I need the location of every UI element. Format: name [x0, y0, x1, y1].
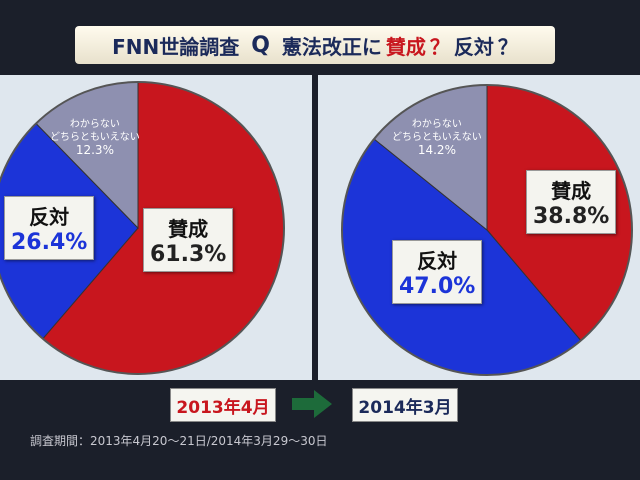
question: ？ [429, 34, 450, 59]
category-label: 反対 [417, 249, 458, 273]
slice-label: 賛成 61.3% [143, 208, 234, 272]
value-label: 47.0% [399, 274, 476, 299]
footer: 調査期間：2013年4月20～21日/2014年3月29～30日 [30, 434, 328, 448]
slice-label: わからない どちらともいえない 12.3% [50, 118, 140, 157]
question: ？ [497, 34, 518, 59]
slice-label: わからない どちらともいえない 14.2% [392, 118, 482, 157]
pie-rim [341, 84, 633, 376]
value-label: 14.2% [417, 143, 456, 157]
chart-title: 2014年3月 [352, 388, 458, 422]
value-label: 12.3% [75, 143, 114, 157]
arrow [292, 390, 332, 418]
category-label: 賛成 [168, 217, 209, 241]
chart-title: 2013年4月 [170, 388, 276, 422]
value-label: 26.4% [11, 230, 88, 255]
category-label: 反対 [29, 205, 70, 229]
q: Q [251, 32, 270, 58]
source: FNN世論調査 [112, 34, 240, 59]
pie-rim [0, 81, 285, 375]
value-label: 61.3% [150, 242, 227, 267]
question: 賛成 [385, 34, 426, 59]
slice-label: 反対 26.4% [4, 196, 95, 260]
category-label: 賛成 [551, 179, 592, 203]
question: 反対 [453, 34, 494, 59]
slice-label: 反対 47.0% [392, 240, 483, 304]
header: FNN世論調査 Q 憲法改正に 賛成？反対？ [75, 26, 555, 64]
question: 憲法改正に [281, 34, 382, 59]
slice-label: 賛成 38.8% [526, 170, 617, 234]
category-label: わからない どちらともいえない [392, 119, 482, 143]
category-label: わからない どちらともいえない [50, 119, 140, 143]
value-label: 38.8% [533, 204, 610, 229]
